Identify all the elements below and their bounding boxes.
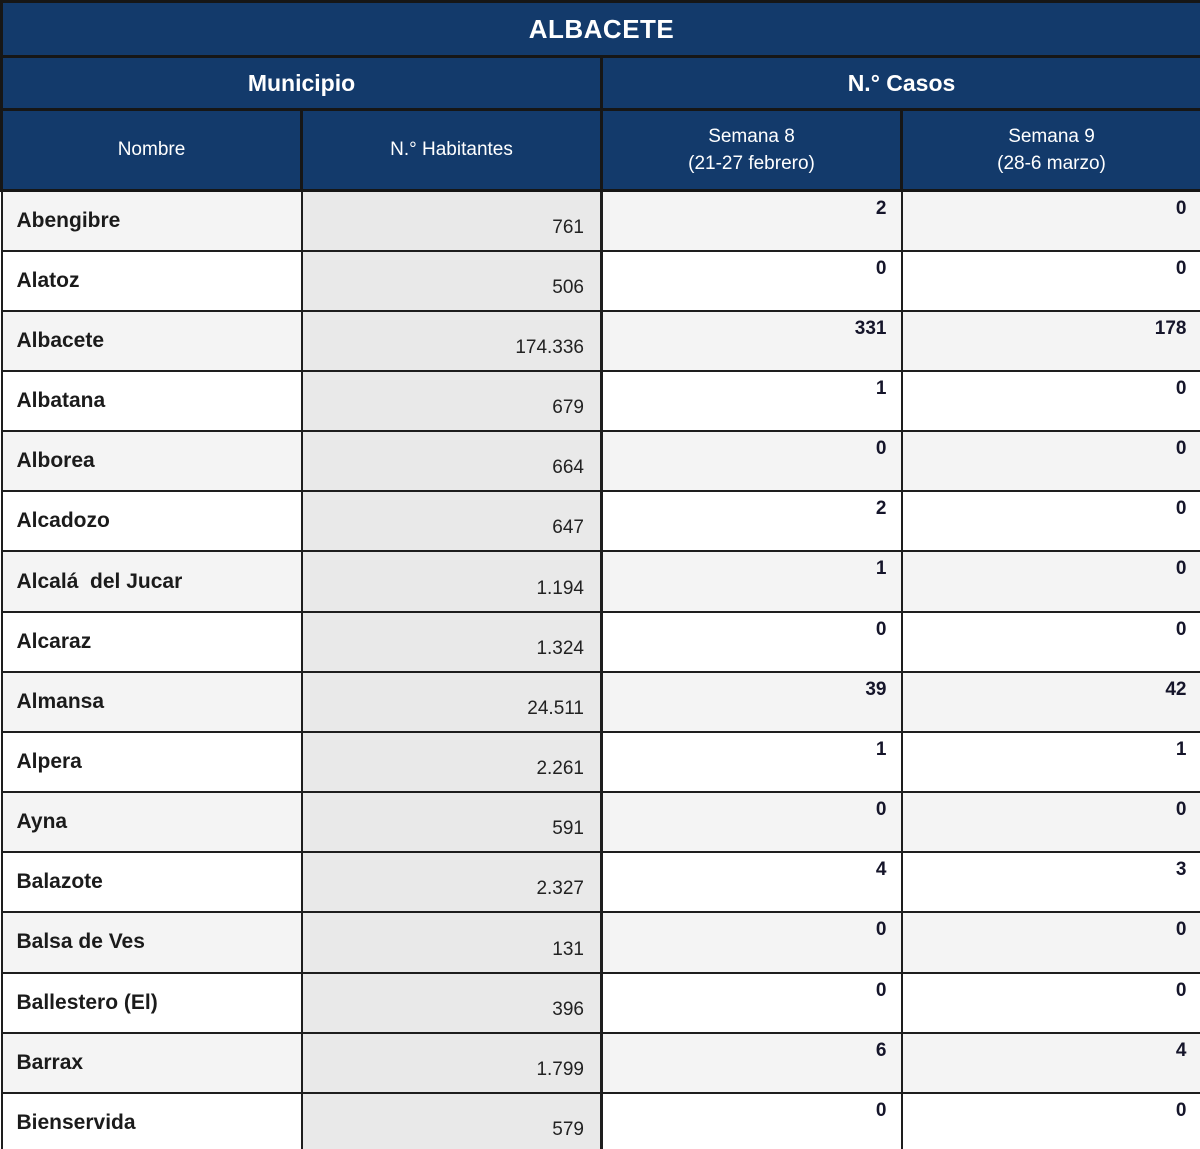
semana8-dates: (21-27 febrero) [688,153,815,174]
semana8-cases-cell: 39 [600,670,903,733]
semana9-cases-cell: 1 [900,730,1200,794]
municipality-name-cell: Alcadozo [0,490,303,553]
table-row: Balsa de Ves 131 0 0 [0,911,1200,974]
table-body: Abengibre 761 2 0 Alatoz 506 0 0 Albacete 174.336… [0,189,1200,1149]
table-row: Barrax 1.799 6 4 [0,1031,1200,1094]
habitantes-cell: 506 [300,249,603,312]
habitantes-cell: 2.261 [300,730,603,794]
semana8-cases-cell: 1 [600,550,903,613]
semana8-label: Semana 8 [708,126,795,147]
semana8-cases-cell: 2 [600,490,903,553]
municipality-name-cell: Abengibre [0,189,303,252]
habitantes-cell: 174.336 [300,309,603,372]
semana8-cases-cell: 0 [600,430,903,493]
habitantes-cell: 664 [300,430,603,493]
habitantes-cell: 1.324 [300,610,603,673]
semana9-cases-cell: 0 [900,971,1200,1034]
habitantes-cell: 1.194 [300,550,603,613]
semana9-cases-cell: 0 [900,911,1200,974]
semana8-cases-cell: 0 [600,971,903,1034]
table-row: Alcadozo 647 2 0 [0,490,1200,553]
semana9-dates: (28-6 marzo) [997,153,1106,174]
habitantes-cell: 24.511 [300,670,603,733]
semana9-cases-cell: 0 [900,189,1200,252]
habitantes-cell: 591 [300,791,603,854]
table-row: Ayna 591 0 0 [0,791,1200,854]
habitantes-cell: 579 [300,1091,603,1149]
semana9-cases-cell: 0 [900,550,1200,613]
habitantes-cell: 761 [300,189,603,252]
province-title: ALBACETE [0,0,1200,58]
municipality-name-cell: Ayna [0,791,303,854]
column-header-row: Nombre N.° Habitantes Semana 8 (21-27 fe… [0,108,1200,192]
semana9-column-header: Semana 9 (28-6 marzo) [900,108,1200,192]
semana9-cases-cell: 0 [900,249,1200,312]
habitantes-cell: 1.799 [300,1031,603,1094]
municipality-name-cell: Alcaraz [0,610,303,673]
municipality-name-cell: Balsa de Ves [0,911,303,974]
semana9-cases-cell: 0 [900,791,1200,854]
municipality-name-cell: Barrax [0,1031,303,1094]
semana8-cases-cell: 0 [600,249,903,312]
semana8-cases-cell: 0 [600,791,903,854]
habitantes-cell: 647 [300,490,603,553]
semana9-cases-cell: 0 [900,610,1200,673]
semana8-cases-cell: 6 [600,1031,903,1094]
semana9-cases-cell: 0 [900,490,1200,553]
casos-group-header: N.° Casos [600,55,1200,111]
municipality-name-cell: Balazote [0,851,303,914]
semana8-cases-cell: 2 [600,189,903,252]
semana8-cases-cell: 0 [600,911,903,974]
semana8-cases-cell: 4 [600,851,903,914]
semana8-cases-cell: 0 [600,1091,903,1149]
table-row: Bienservida 579 0 0 [0,1091,1200,1149]
semana9-cases-cell: 178 [900,309,1200,372]
table-header: ALBACETE Municipio N.° Casos Nombre N.° … [0,0,1200,192]
semana9-label: Semana 9 [1008,126,1095,147]
table-row: Alatoz 506 0 0 [0,249,1200,312]
habitantes-cell: 131 [300,911,603,974]
municipality-name-cell: Alatoz [0,249,303,312]
municipality-name-cell: Albacete [0,309,303,372]
table-row: Balazote 2.327 4 3 [0,851,1200,914]
table-row: Albacete 174.336 331 178 [0,309,1200,372]
habitantes-cell: 679 [300,369,603,433]
semana9-cases-cell: 3 [900,851,1200,914]
municipality-name-cell: Alborea [0,430,303,493]
table-row: Ballestero (El) 396 0 0 [0,971,1200,1034]
municipality-name-cell: Albatana [0,369,303,433]
semana9-cases-cell: 4 [900,1031,1200,1094]
municipality-name-cell: Alcalá del Jucar [0,550,303,613]
semana8-cases-cell: 0 [600,610,903,673]
province-title-row: ALBACETE [0,0,1200,58]
municipality-name-cell: Almansa [0,670,303,733]
semana8-cases-cell: 1 [600,369,903,433]
semana8-cases-cell: 1 [600,730,903,794]
municipio-group-header: Municipio [0,55,603,111]
semana8-column-header: Semana 8 (21-27 febrero) [600,108,903,192]
municipality-name-cell: Bienservida [0,1091,303,1149]
table-row: Alborea 664 0 0 [0,430,1200,493]
semana9-cases-cell: 42 [900,670,1200,733]
table-row: Albatana 679 1 0 [0,369,1200,433]
municipality-name-cell: Alpera [0,730,303,794]
semana9-cases-cell: 0 [900,1091,1200,1149]
nombre-column-header: Nombre [0,108,303,192]
habitantes-column-header: N.° Habitantes [300,108,603,192]
group-header-row: Municipio N.° Casos [0,55,1200,111]
municipality-name-cell: Ballestero (El) [0,971,303,1034]
habitantes-cell: 2.327 [300,851,603,914]
semana9-cases-cell: 0 [900,430,1200,493]
habitantes-cell: 396 [300,971,603,1034]
table-row: Alpera 2.261 1 1 [0,730,1200,794]
table-row: Almansa 24.511 39 42 [0,670,1200,733]
table-row: Alcalá del Jucar 1.194 1 0 [0,550,1200,613]
table-row: Alcaraz 1.324 0 0 [0,610,1200,673]
semana9-cases-cell: 0 [900,369,1200,433]
table-row: Abengibre 761 2 0 [0,189,1200,252]
semana8-cases-cell: 331 [600,309,903,372]
